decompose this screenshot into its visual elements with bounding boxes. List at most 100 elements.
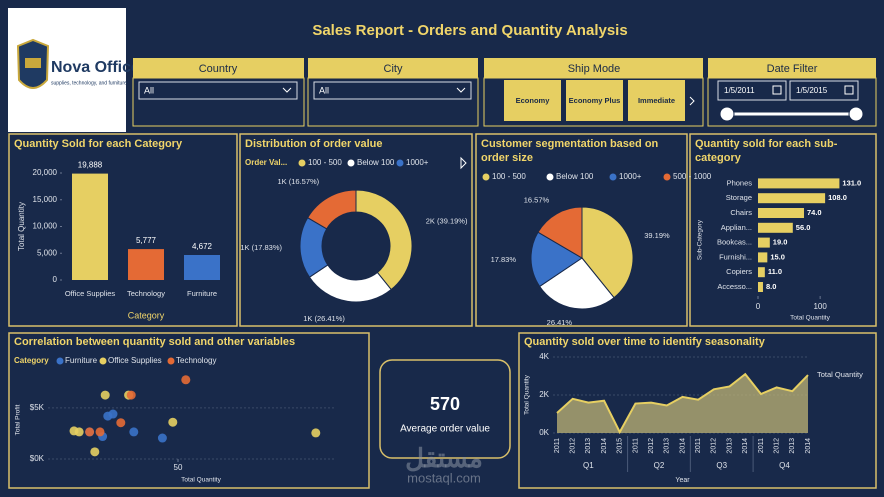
date-input[interactable] xyxy=(717,80,787,101)
y-axis-title: Total Profit xyxy=(15,404,22,435)
chart-title: Distribution of order value xyxy=(245,138,383,150)
x-tick-label: Office Supplies xyxy=(65,289,116,298)
legend-swatch xyxy=(396,159,404,167)
panels xyxy=(8,133,877,489)
report-title: Sales Report - Orders and Quantity Analy… xyxy=(312,22,627,39)
x-axis-title: Category xyxy=(128,310,165,320)
bar xyxy=(184,255,220,280)
legend-label: 100 - 500 xyxy=(492,172,526,181)
scatter-point xyxy=(181,375,191,385)
x-group-label: Q2 xyxy=(654,461,665,470)
pie-slice xyxy=(581,206,634,299)
data-label: 17.83% xyxy=(491,255,517,264)
scatter-point xyxy=(168,417,178,427)
y-tick-label: Phones xyxy=(727,178,753,187)
y-tick-label: Bookcas... xyxy=(717,238,752,247)
slider-knob[interactable] xyxy=(719,106,735,122)
legend-swatch xyxy=(298,159,306,167)
dropdown[interactable] xyxy=(138,81,298,100)
dropdown[interactable] xyxy=(313,81,472,100)
dropdown-value: All xyxy=(319,85,329,95)
slicer-header xyxy=(708,58,876,78)
legend-swatch xyxy=(609,173,617,181)
x-tick-label: 2014 xyxy=(601,438,608,454)
series-label: Total Quantity xyxy=(817,370,863,379)
data-label: 2K (39.19%) xyxy=(426,216,468,225)
line xyxy=(556,372,809,435)
legend-label: 1000+ xyxy=(406,158,429,167)
logo-name: Nova Office xyxy=(51,59,140,76)
scatter-point xyxy=(90,447,100,457)
slicer-label: Country xyxy=(199,63,238,75)
legend-title: Order Val... xyxy=(245,158,287,167)
data-label: 1K (17.83%) xyxy=(240,243,282,252)
chart-title: Quantity sold for each sub-category xyxy=(695,138,838,164)
logo-icon xyxy=(25,58,41,68)
value-label: 108.0 xyxy=(828,193,847,202)
ship-mode-button[interactable] xyxy=(566,80,623,121)
x-group-label: Q1 xyxy=(583,461,594,470)
slicer-label: Ship Mode xyxy=(568,63,621,75)
y-tick-label: Applian... xyxy=(721,223,752,232)
x-tick-label: Furniture xyxy=(187,289,217,298)
legend-label: 1000+ xyxy=(619,172,642,181)
x-tick-label: 2013 xyxy=(789,438,796,454)
ship-mode-button[interactable] xyxy=(628,80,685,121)
x-tick-label: 2014 xyxy=(679,438,686,454)
legend-title: Category xyxy=(14,356,49,365)
y-tick-label: 0 xyxy=(53,275,58,284)
value-label: 131.0 xyxy=(842,178,861,187)
kpi-label: Average order value xyxy=(400,424,490,435)
legend-swatch xyxy=(482,173,490,181)
chart-title: Quantity sold over time to identify seas… xyxy=(524,336,765,348)
x-tick-label: 100 xyxy=(813,302,827,311)
donut-slice xyxy=(306,189,357,230)
ship-mode-button[interactable] xyxy=(504,80,561,121)
legend-swatch xyxy=(663,173,671,181)
y-tick-label: 4K xyxy=(539,352,549,361)
scatter-point xyxy=(116,418,126,428)
y-tick-label: 2K xyxy=(539,390,549,399)
y-tick-label: Storage xyxy=(726,193,752,202)
slider-knob[interactable] xyxy=(848,106,864,122)
donut-slice xyxy=(355,189,413,291)
value-label: 15.0 xyxy=(770,252,785,261)
legend-next[interactable] xyxy=(460,156,467,170)
scatter-point xyxy=(100,390,110,400)
panel xyxy=(689,133,877,327)
legend-label: Furniture xyxy=(65,356,98,365)
bar xyxy=(758,267,765,278)
x-tick-label: 2014 xyxy=(742,438,749,454)
x-axis-title: Total Quantity xyxy=(181,477,221,484)
legend-label: Below 100 xyxy=(556,172,594,181)
value-label: 5,777 xyxy=(136,236,157,245)
y-tick-label: $5K xyxy=(30,403,45,412)
kpi-value: 570 xyxy=(430,394,460,414)
x-group-label: Q3 xyxy=(716,461,727,470)
x-tick-label: 2013 xyxy=(664,438,671,454)
chart-title: Correlation between quantity sold and ot… xyxy=(14,336,296,348)
slicer-header xyxy=(484,58,703,78)
value-label: 8.0 xyxy=(766,282,776,291)
date-input[interactable] xyxy=(789,80,859,101)
legend-label: 100 - 500 xyxy=(308,158,342,167)
watermark: مستقل xyxy=(405,443,483,473)
x-tick-label: 2013 xyxy=(726,438,733,454)
kpi-card xyxy=(379,359,511,459)
x-tick-label: 2011 xyxy=(632,438,639,453)
panel xyxy=(8,332,370,489)
x-tick-label: 2011 xyxy=(554,438,561,453)
value-label: 4,672 xyxy=(192,242,213,251)
bar xyxy=(758,178,840,189)
next-arrow[interactable] xyxy=(689,96,695,106)
slicer-header xyxy=(133,58,304,78)
slicer-header xyxy=(308,58,478,78)
legend-label: 500 - 1000 xyxy=(673,172,712,181)
y-tick-label: 5,000 xyxy=(37,248,58,257)
data-label: 1K (26.41%) xyxy=(303,314,345,323)
panel xyxy=(518,332,877,489)
area xyxy=(557,374,808,433)
x-tick-label: 2011 xyxy=(695,438,702,453)
x-tick-label: 2012 xyxy=(773,438,780,454)
